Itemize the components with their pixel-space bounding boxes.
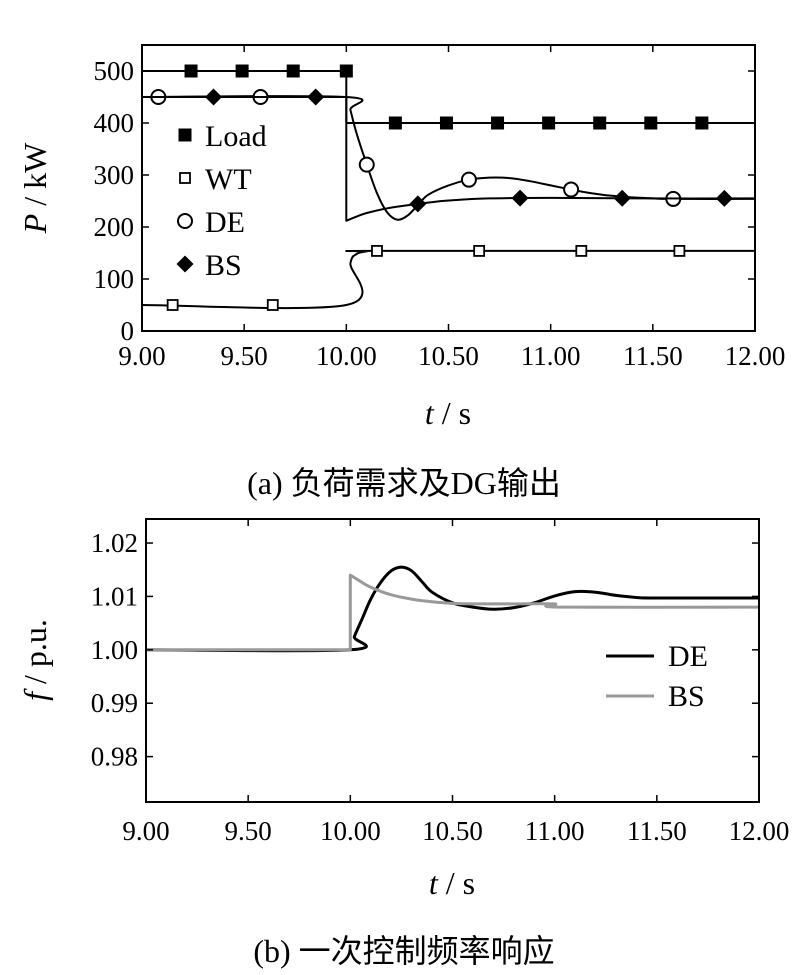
chart-a-xtick-label: 9.50: [221, 341, 268, 371]
chart-a-series-de-marker: [358, 156, 375, 173]
chart-a-xtick-label: 11.00: [521, 341, 581, 371]
chart-a-xlabel: t / s: [425, 395, 471, 431]
chart-a-ytick-label: 0: [121, 316, 135, 346]
chart-a-xtick-label: 12.00: [725, 341, 786, 371]
chart-a-ticks-layer: 9.00 9.50 10.00 10.50 11.00 11.50 12.00 0 100 200…: [94, 45, 786, 371]
chart-b-xtick-label: 10.50: [422, 816, 483, 846]
chart-a-xtick-label: 9.00: [118, 341, 165, 371]
chart-a-power: 9.00 9.50 10.00 10.50 11.00 11.50 12.00 0 100 200…: [17, 44, 786, 501]
chart-a-series-wt-marker: [473, 245, 486, 257]
chart-a-series-bs-line: [141, 95, 756, 222]
chart-a-caption: (a) 负荷需求及DG输出: [247, 465, 561, 501]
chart-b-xtick-label: 11.00: [525, 816, 585, 846]
chart-a-series-load-marker: [644, 116, 658, 130]
chart-a-legend-label-load: Load: [205, 120, 267, 153]
chart-a-series-wt-marker: [166, 299, 179, 311]
chart-b-xtick-label: 12.00: [729, 816, 790, 846]
chart-a-series-bs-marker: [409, 195, 427, 213]
chart-a-series-wt-marker: [575, 245, 588, 257]
chart-a-series-load-marker: [235, 64, 249, 78]
chart-a-series-load-marker: [491, 116, 505, 130]
chart-a-series-load-marker: [286, 64, 300, 78]
chart-a-series-wt-marker: [673, 245, 686, 257]
chart-a-legend: Load WT DE BS: [176, 120, 267, 282]
chart-b-ytick-label: 1.00: [91, 635, 138, 665]
chart-a-legend-label-bs: BS: [205, 249, 242, 282]
chart-a-xtick-label: 10.50: [418, 341, 479, 371]
chart-b-legend-label-bs: BS: [668, 680, 705, 713]
chart-b-ylabel-unit: / p.u.: [17, 619, 53, 692]
chart-b-frequency: 9.00 9.50 10.00 10.50 11.00 11.50 12.00 0.98 0.9…: [17, 518, 790, 969]
chart-a-ylabel-var: P: [17, 214, 53, 235]
chart-a-xlabel-unit: / s: [434, 395, 471, 431]
chart-a-series-load-marker: [542, 116, 556, 130]
chart-a-series-load-marker: [593, 116, 607, 130]
chart-a-series-bs-marker: [613, 189, 631, 207]
chart-a-series-bs-marker: [307, 88, 325, 106]
chart-b-ytick-label: 1.01: [91, 581, 138, 611]
chart-b-xlabel-unit: / s: [438, 865, 475, 901]
chart-b-ytick-label: 1.02: [91, 528, 138, 558]
chart-a-series-load-marker: [695, 116, 709, 130]
chart-a-ylabel-unit: / kW: [17, 142, 53, 214]
chart-a-series-bs-marker: [715, 189, 733, 207]
chart-b-caption: (b) 一次控制频率响应: [253, 933, 554, 969]
chart-a-legend-marker-de: [177, 213, 193, 229]
chart-b-xtick-label: 11.50: [627, 816, 687, 846]
chart-a-series-load-marker: [439, 116, 453, 130]
chart-a-series-bs-marker: [205, 88, 223, 106]
chart-b-plot-frame: [145, 518, 760, 803]
chart-b-xtick-label: 9.50: [225, 816, 272, 846]
chart-b-ytick-label: 0.99: [91, 688, 138, 718]
chart-a-series-de-marker: [460, 171, 477, 188]
chart-a-series-load-marker: [184, 64, 198, 78]
chart-b-series-layer: [145, 565, 760, 653]
chart-a-series-load-line: [142, 69, 755, 125]
chart-a-series-bs-marker: [511, 189, 529, 207]
chart-a-series-de-marker: [563, 181, 580, 198]
chart-a-series-wt-marker: [371, 245, 383, 257]
chart-a-ytick-label: 300: [94, 160, 135, 190]
chart-a-legend-marker-load: [178, 128, 192, 142]
chart-a-legend-marker-wt: [179, 172, 191, 184]
chart-a-series-de-line: [141, 95, 756, 221]
chart-b-series-bs-line: [146, 573, 760, 652]
chart-b-xtick-label: 10.00: [320, 816, 381, 846]
chart-a-series-load-marker: [339, 64, 353, 78]
chart-a-ytick-label: 100: [94, 264, 135, 294]
chart-b-series-de-line: [145, 565, 760, 653]
chart-b-legend-label-de: DE: [668, 640, 708, 673]
chart-b-ticks-layer: 9.00 9.50 10.00 10.50 11.00 11.50 12.00 0.98 0.9…: [91, 519, 790, 846]
chart-a-xtick-label: 10.00: [316, 341, 377, 371]
chart-a-ytick-label: 400: [94, 108, 135, 138]
chart-a-series-layer: [141, 64, 756, 311]
chart-b-ylabel: f / p.u.: [17, 619, 53, 701]
chart-a-ylabel: P / kW: [17, 142, 53, 234]
chart-b-ytick-label: 0.98: [91, 742, 138, 772]
chart-a-legend-marker-bs: [176, 255, 194, 273]
chart-a-legend-label-wt: WT: [205, 163, 252, 196]
chart-a-ytick-label: 500: [94, 56, 135, 86]
chart-a-series-wt-marker: [266, 299, 279, 311]
chart-a-series-wt-line: [141, 249, 756, 310]
chart-a-series-load-marker: [388, 116, 402, 130]
chart-a-xlabel-var: t: [425, 395, 435, 431]
chart-b-xlabel: t / s: [429, 865, 475, 901]
chart-a-ytick-label: 200: [94, 212, 135, 242]
chart-b-xtick-label: 9.00: [122, 816, 169, 846]
chart-a-plot-frame: [141, 44, 756, 332]
chart-b-legend: DE BS: [606, 640, 708, 713]
chart-b-xlabel-var: t: [429, 865, 439, 901]
chart-a-legend-label-de: DE: [205, 206, 245, 239]
chart-a-xtick-label: 11.50: [623, 341, 683, 371]
